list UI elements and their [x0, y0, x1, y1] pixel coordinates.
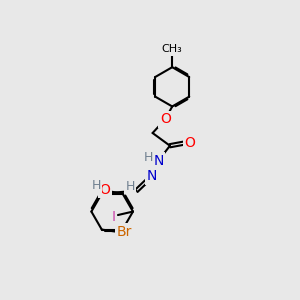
- Text: H: H: [92, 178, 101, 191]
- Text: O: O: [160, 112, 171, 126]
- Text: N: N: [153, 154, 164, 168]
- Text: H: H: [144, 151, 153, 164]
- Text: Br: Br: [116, 225, 132, 239]
- Text: O: O: [99, 183, 110, 196]
- Text: I: I: [112, 210, 116, 224]
- Text: CH₃: CH₃: [162, 44, 183, 54]
- Text: O: O: [184, 136, 196, 150]
- Text: N: N: [146, 169, 157, 183]
- Text: H: H: [125, 180, 135, 193]
